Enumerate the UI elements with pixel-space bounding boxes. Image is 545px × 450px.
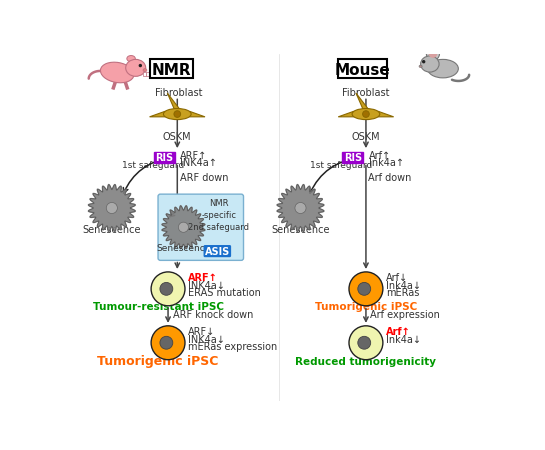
Text: NMR
-specific
2nd safeguard: NMR -specific 2nd safeguard xyxy=(189,199,250,232)
Text: ASIS: ASIS xyxy=(205,247,230,257)
Circle shape xyxy=(151,272,185,306)
Text: NMR: NMR xyxy=(152,63,191,78)
Polygon shape xyxy=(167,93,180,110)
Text: Arf expression: Arf expression xyxy=(370,310,440,320)
Text: ARF knock down: ARF knock down xyxy=(173,310,254,320)
Text: INK4a↓: INK4a↓ xyxy=(188,281,225,291)
Circle shape xyxy=(106,202,117,214)
Text: Arf↑: Arf↑ xyxy=(386,327,411,337)
Text: Reduced tumorigenicity: Reduced tumorigenicity xyxy=(295,357,437,367)
Text: Ink4a↑: Ink4a↑ xyxy=(369,158,404,167)
Ellipse shape xyxy=(164,108,191,120)
Polygon shape xyxy=(190,111,205,117)
Ellipse shape xyxy=(426,48,439,60)
Text: Ink4a↓: Ink4a↓ xyxy=(386,281,421,291)
Text: Arf down: Arf down xyxy=(368,173,411,183)
Text: OSKM: OSKM xyxy=(352,132,380,142)
Text: Mouse: Mouse xyxy=(335,63,391,78)
Text: 1st safeguard: 1st safeguard xyxy=(310,161,372,170)
Text: ARF↑: ARF↑ xyxy=(188,273,218,283)
Circle shape xyxy=(174,111,180,117)
Text: Tumorigenic iPSC: Tumorigenic iPSC xyxy=(98,356,219,369)
Ellipse shape xyxy=(143,69,147,72)
Polygon shape xyxy=(149,111,165,117)
FancyBboxPatch shape xyxy=(338,59,387,78)
Circle shape xyxy=(151,326,185,360)
Circle shape xyxy=(160,283,173,295)
FancyBboxPatch shape xyxy=(149,59,193,78)
Text: ARF↓: ARF↓ xyxy=(188,327,215,337)
FancyBboxPatch shape xyxy=(204,246,231,256)
Ellipse shape xyxy=(352,108,380,120)
Circle shape xyxy=(422,60,426,63)
Text: Arf↓: Arf↓ xyxy=(386,273,408,283)
Circle shape xyxy=(178,222,189,232)
Circle shape xyxy=(349,272,383,306)
Circle shape xyxy=(138,64,142,67)
Circle shape xyxy=(358,336,371,349)
Text: Senescence: Senescence xyxy=(156,243,210,252)
Text: Arf↑: Arf↑ xyxy=(369,151,391,161)
Text: OSKM: OSKM xyxy=(163,132,192,142)
Ellipse shape xyxy=(419,65,422,68)
Text: RIS: RIS xyxy=(155,153,173,162)
Ellipse shape xyxy=(421,56,439,72)
Circle shape xyxy=(160,336,173,349)
Polygon shape xyxy=(277,184,324,231)
Polygon shape xyxy=(378,111,393,117)
Ellipse shape xyxy=(427,59,458,78)
Ellipse shape xyxy=(429,50,437,58)
Text: ARF↑: ARF↑ xyxy=(180,151,208,161)
Polygon shape xyxy=(338,111,354,117)
Text: ERAS mutation: ERAS mutation xyxy=(188,288,261,298)
FancyBboxPatch shape xyxy=(143,72,146,76)
Text: 1st safeguard: 1st safeguard xyxy=(122,161,184,170)
FancyBboxPatch shape xyxy=(154,152,174,163)
Text: ARF down: ARF down xyxy=(180,173,228,183)
FancyBboxPatch shape xyxy=(147,72,149,76)
Polygon shape xyxy=(162,206,205,249)
FancyBboxPatch shape xyxy=(342,152,364,163)
Text: Fibroblast: Fibroblast xyxy=(155,87,203,98)
Text: INK4a↓: INK4a↓ xyxy=(188,335,225,345)
Text: RIS: RIS xyxy=(344,153,362,162)
Text: Senescence: Senescence xyxy=(83,225,141,234)
Ellipse shape xyxy=(100,62,134,83)
Circle shape xyxy=(349,326,383,360)
Polygon shape xyxy=(88,184,135,231)
Ellipse shape xyxy=(127,55,135,62)
FancyBboxPatch shape xyxy=(158,194,244,261)
Text: Tumour-resistant iPSC: Tumour-resistant iPSC xyxy=(93,302,223,311)
Text: INK4a↑: INK4a↑ xyxy=(180,158,217,167)
Circle shape xyxy=(295,202,306,214)
Circle shape xyxy=(358,283,371,295)
Text: mERas expression: mERas expression xyxy=(188,342,277,352)
Text: mERas: mERas xyxy=(386,288,419,298)
Text: Senescence: Senescence xyxy=(271,225,330,234)
Ellipse shape xyxy=(126,59,146,76)
Polygon shape xyxy=(356,93,369,110)
Text: Tumorigenic iPSC: Tumorigenic iPSC xyxy=(315,302,417,311)
Circle shape xyxy=(362,111,370,117)
Text: Fibroblast: Fibroblast xyxy=(342,87,390,98)
Text: Ink4a↓: Ink4a↓ xyxy=(386,335,421,345)
